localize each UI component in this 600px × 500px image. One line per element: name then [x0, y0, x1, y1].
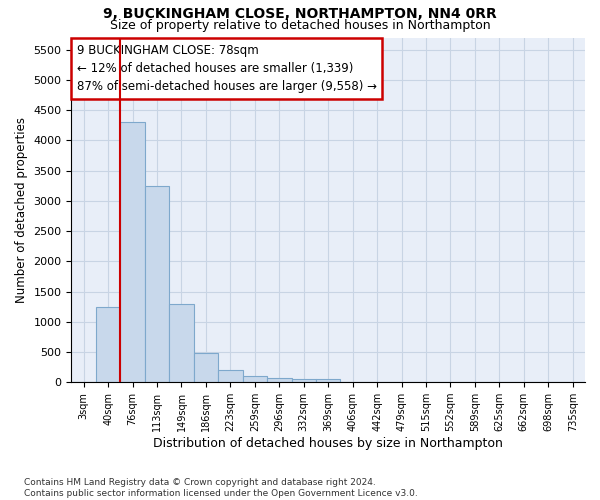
Bar: [194, 353, 218, 382]
Text: Size of property relative to detached houses in Northampton: Size of property relative to detached ho…: [110, 19, 490, 32]
Bar: [218, 370, 242, 382]
Bar: [267, 378, 292, 382]
Bar: [242, 376, 267, 382]
Bar: [96, 306, 121, 382]
Bar: [121, 122, 145, 382]
Text: 9, BUCKINGHAM CLOSE, NORTHAMPTON, NN4 0RR: 9, BUCKINGHAM CLOSE, NORTHAMPTON, NN4 0R…: [103, 8, 497, 22]
Bar: [316, 379, 340, 382]
Y-axis label: Number of detached properties: Number of detached properties: [15, 117, 28, 303]
Text: Contains HM Land Registry data © Crown copyright and database right 2024.
Contai: Contains HM Land Registry data © Crown c…: [24, 478, 418, 498]
X-axis label: Distribution of detached houses by size in Northampton: Distribution of detached houses by size …: [153, 437, 503, 450]
Bar: [169, 304, 194, 382]
Text: 9 BUCKINGHAM CLOSE: 78sqm
← 12% of detached houses are smaller (1,339)
87% of se: 9 BUCKINGHAM CLOSE: 78sqm ← 12% of detac…: [77, 44, 377, 94]
Bar: [292, 378, 316, 382]
Bar: [145, 186, 169, 382]
